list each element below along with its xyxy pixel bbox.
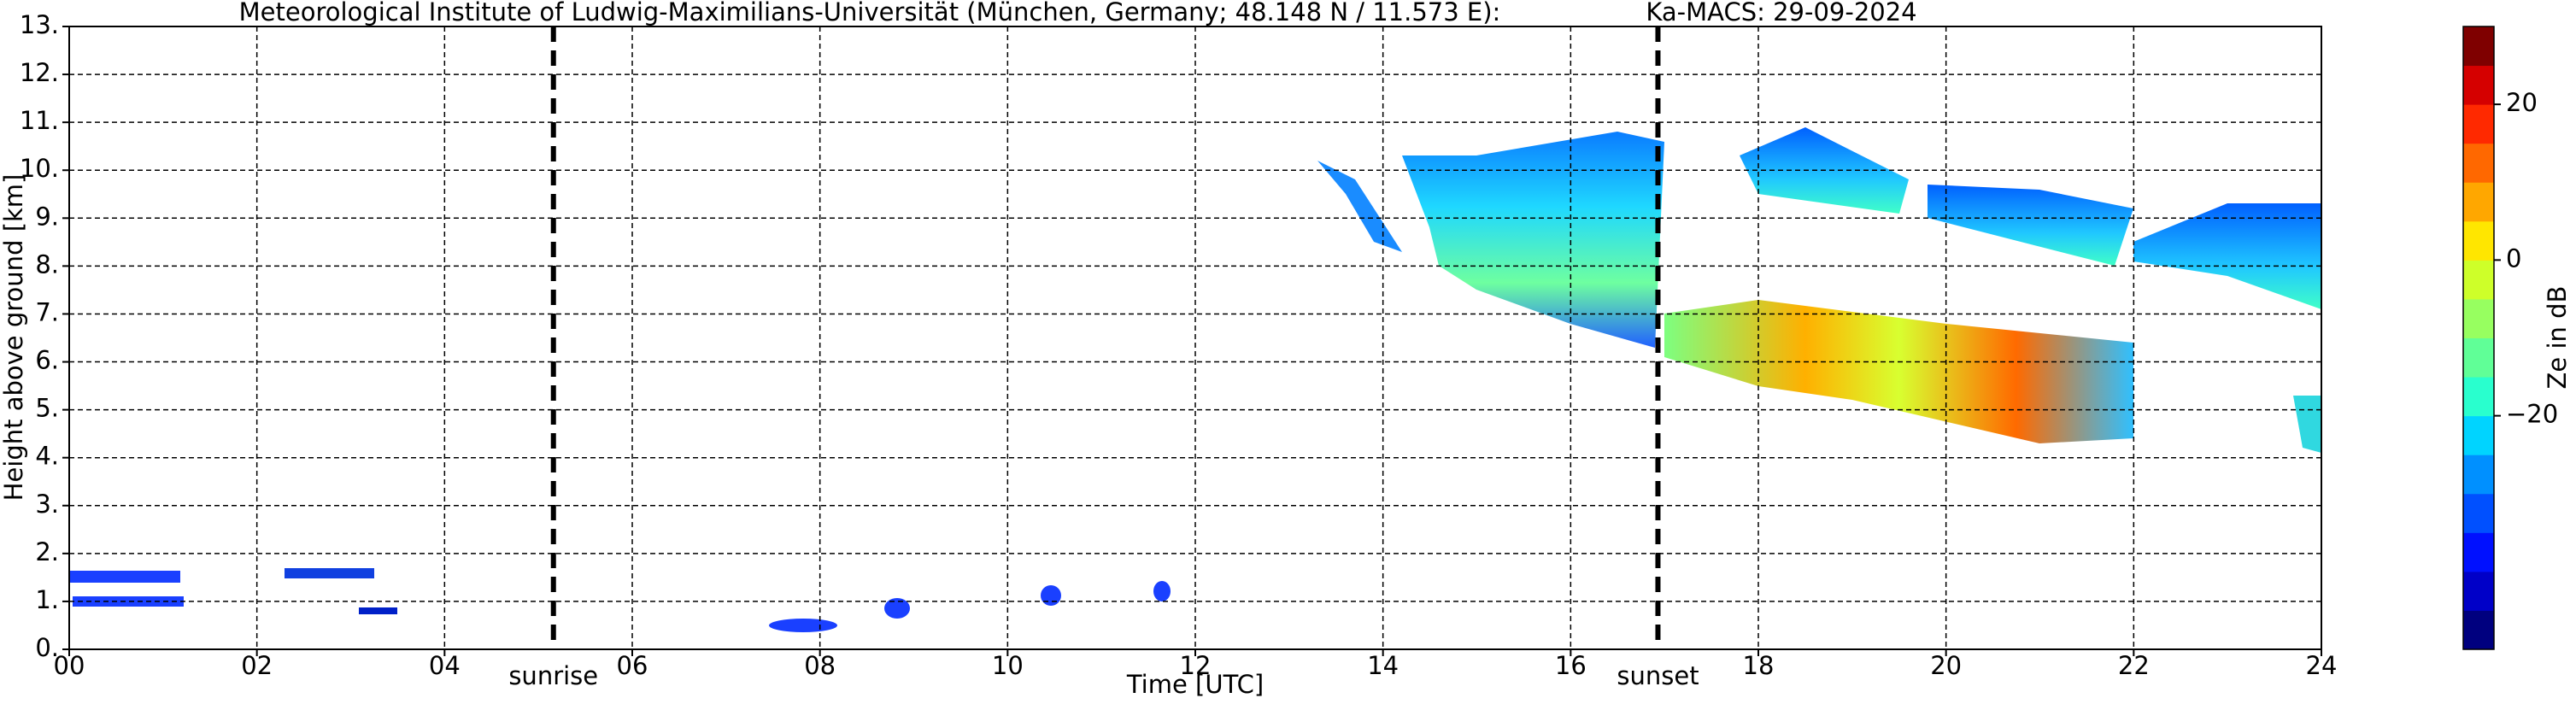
y-tick-label: 1. bbox=[35, 585, 59, 614]
colorbar-level bbox=[2463, 143, 2494, 183]
y-tick-label: 4. bbox=[35, 442, 59, 471]
y-tick-label: 11. bbox=[20, 106, 59, 135]
plot-frame bbox=[68, 26, 2322, 650]
y-tick-label: 7. bbox=[35, 297, 59, 326]
x-tick-label: 02 bbox=[241, 651, 273, 680]
echo bbox=[1153, 581, 1171, 601]
y-tick-label: 12. bbox=[20, 58, 59, 87]
echo bbox=[884, 598, 910, 619]
y-tick-label: 5. bbox=[35, 394, 59, 423]
echo bbox=[1317, 161, 1402, 252]
echo bbox=[769, 619, 837, 632]
chart-title: Meteorological Institute of Ludwig-Maxim… bbox=[239, 0, 1501, 26]
x-axis-label: Time [UTC] bbox=[1126, 670, 1264, 699]
colorbar-level bbox=[2463, 26, 2494, 67]
y-tick-label: 6. bbox=[35, 346, 59, 375]
colorbar-level bbox=[2463, 532, 2494, 572]
echo bbox=[2293, 396, 2321, 453]
y-tick-label: 0. bbox=[35, 633, 59, 662]
colorbar-level bbox=[2463, 337, 2494, 378]
x-tick-label: 04 bbox=[429, 651, 461, 680]
annotation: sunrise bbox=[508, 661, 598, 690]
colorbar-level bbox=[2463, 377, 2494, 417]
colorbar-level bbox=[2463, 65, 2494, 105]
echo bbox=[359, 607, 397, 614]
x-tick-label: 10 bbox=[992, 651, 1024, 680]
x-tick-label: 16 bbox=[1555, 651, 1587, 680]
echo bbox=[1402, 132, 1664, 348]
colorbar-level bbox=[2463, 571, 2494, 611]
x-tick-label: 22 bbox=[2118, 651, 2150, 680]
y-tick-label: 9. bbox=[35, 202, 59, 231]
echo bbox=[1041, 585, 1061, 606]
colorbar-level bbox=[2463, 220, 2494, 261]
colorbar-level bbox=[2463, 298, 2494, 338]
echo bbox=[73, 596, 184, 607]
chart-subtitle: Ka-MACS: 29-09-2024 bbox=[1646, 0, 1916, 26]
x-tick-label: 18 bbox=[1743, 651, 1775, 680]
colorbar-level bbox=[2463, 260, 2494, 300]
colorbar-tick-label: 20 bbox=[2506, 88, 2538, 117]
echo bbox=[1664, 300, 2133, 443]
radar-echoes bbox=[69, 127, 2321, 632]
colorbar-level bbox=[2463, 493, 2494, 533]
y-tick-label: 8. bbox=[35, 249, 59, 279]
colorbar-level bbox=[2463, 455, 2494, 495]
y-tick-label: 13. bbox=[20, 10, 59, 39]
x-tick-label: 20 bbox=[1930, 651, 1962, 680]
x-tick-label: 00 bbox=[54, 651, 85, 680]
colorbar-level bbox=[2463, 610, 2494, 650]
colorbar-tick-label: −20 bbox=[2506, 400, 2558, 429]
x-tick-label: 08 bbox=[804, 651, 836, 680]
echo bbox=[69, 571, 180, 583]
y-tick-label: 10. bbox=[20, 154, 59, 183]
echo bbox=[1928, 185, 2133, 266]
colorbar-frame bbox=[2462, 26, 2495, 650]
colorbar-tick-label: 0 bbox=[2506, 243, 2521, 273]
x-tick-label: 24 bbox=[2306, 651, 2338, 680]
y-tick-label: 2. bbox=[35, 537, 59, 566]
colorbar-level bbox=[2463, 415, 2494, 455]
x-tick-label: 12 bbox=[1180, 651, 1212, 680]
x-tick-label: 14 bbox=[1367, 651, 1399, 680]
annotation: sunset bbox=[1617, 661, 1699, 690]
colorbar-level bbox=[2463, 182, 2494, 222]
echo bbox=[285, 568, 374, 578]
echo bbox=[2133, 203, 2321, 309]
x-tick-label: 06 bbox=[617, 651, 648, 680]
colorbar-label: Ze in dB bbox=[2543, 286, 2572, 390]
y-axis-label: Height above ground [km] bbox=[0, 174, 28, 502]
colorbar-level bbox=[2463, 104, 2494, 144]
y-tick-label: 3. bbox=[35, 490, 59, 519]
